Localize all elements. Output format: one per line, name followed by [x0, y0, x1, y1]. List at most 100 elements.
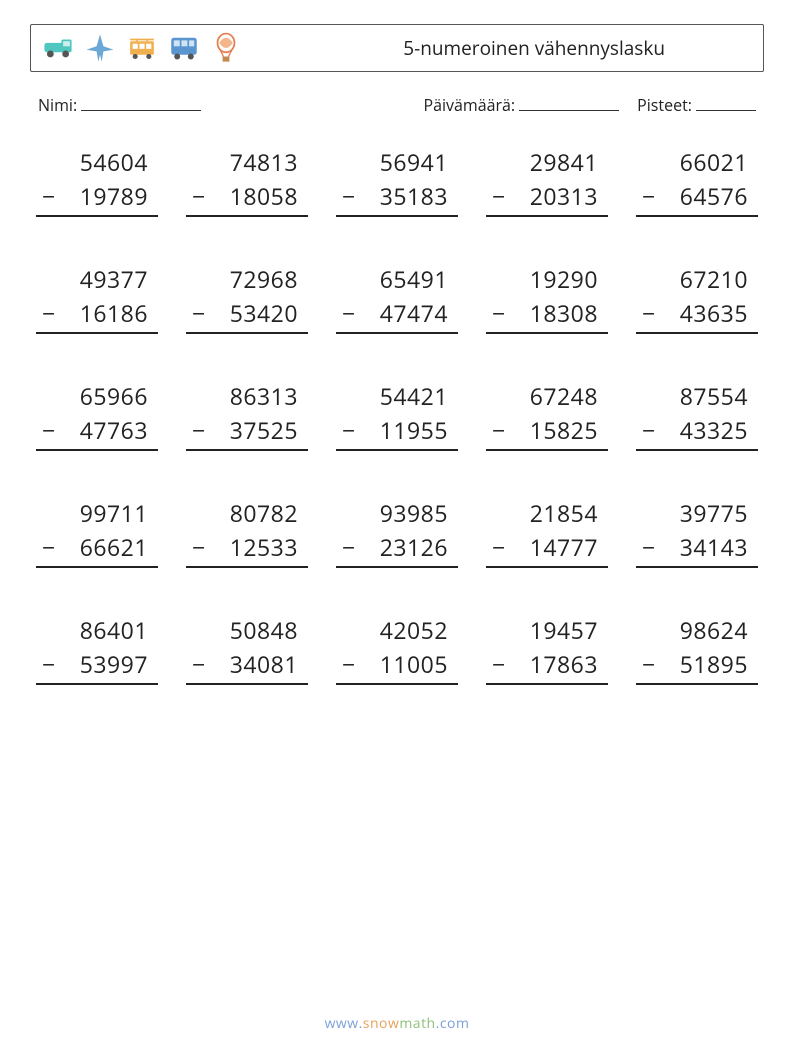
- subtrahend: −34143: [636, 531, 758, 568]
- date-line: [519, 96, 619, 111]
- minuend: 99711: [36, 497, 158, 529]
- problem: 19457−17863: [486, 614, 608, 685]
- subtrahend: −47474: [336, 297, 458, 334]
- name-line: [81, 96, 201, 111]
- operator: −: [42, 531, 56, 563]
- minuend: 56941: [336, 146, 458, 178]
- operator: −: [492, 180, 506, 212]
- subtrahend: −11005: [336, 648, 458, 685]
- operator: −: [192, 180, 206, 212]
- problem: 87554−43325: [636, 380, 758, 451]
- balloon-icon: [209, 31, 243, 65]
- minuend: 54604: [36, 146, 158, 178]
- subtrahend: −11955: [336, 414, 458, 451]
- info-row: Nimi: Päivämäärä: Pisteet:: [30, 94, 764, 116]
- minuend: 87554: [636, 380, 758, 412]
- minuend: 98624: [636, 614, 758, 646]
- minuend: 49377: [36, 263, 158, 295]
- minuend: 65491: [336, 263, 458, 295]
- operator: −: [492, 531, 506, 563]
- subtrahend: −23126: [336, 531, 458, 568]
- operator: −: [642, 531, 656, 563]
- footer: www.snowmath.com: [0, 1014, 794, 1033]
- problem: 74813−18058: [186, 146, 308, 217]
- minuend: 21854: [486, 497, 608, 529]
- subtrahend: −51895: [636, 648, 758, 685]
- operator: −: [492, 297, 506, 329]
- score-line: [696, 96, 756, 111]
- minuend: 39775: [636, 497, 758, 529]
- subtrahend: −43325: [636, 414, 758, 451]
- bus-icon: [167, 31, 201, 65]
- operator: −: [642, 297, 656, 329]
- minuend: 86401: [36, 614, 158, 646]
- header-box: 5-numeroinen vähennyslasku: [30, 24, 764, 72]
- minuend: 67210: [636, 263, 758, 295]
- minuend: 50848: [186, 614, 308, 646]
- problem: 67248−15825: [486, 380, 608, 451]
- problem: 93985−23126: [336, 497, 458, 568]
- minuend: 19290: [486, 263, 608, 295]
- date-label: Päivämäärä:: [423, 94, 515, 116]
- subtrahend: −43635: [636, 297, 758, 334]
- minuend: 42052: [336, 614, 458, 646]
- worksheet-title: 5-numeroinen vähennyslasku: [403, 35, 665, 61]
- minuend: 66021: [636, 146, 758, 178]
- plane-icon: [83, 31, 117, 65]
- operator: −: [342, 414, 356, 446]
- operator: −: [192, 648, 206, 680]
- operator: −: [492, 414, 506, 446]
- operator: −: [342, 531, 356, 563]
- subtrahend: −19789: [36, 180, 158, 217]
- operator: −: [192, 531, 206, 563]
- minuend: 80782: [186, 497, 308, 529]
- subtrahend: −16186: [36, 297, 158, 334]
- subtrahend: −37525: [186, 414, 308, 451]
- problem: 56941−35183: [336, 146, 458, 217]
- problem: 50848−34081: [186, 614, 308, 685]
- problem: 98624−51895: [636, 614, 758, 685]
- minuend: 54421: [336, 380, 458, 412]
- problem: 72968−53420: [186, 263, 308, 334]
- operator: −: [342, 648, 356, 680]
- operator: −: [642, 414, 656, 446]
- subtrahend: −66621: [36, 531, 158, 568]
- minuend: 74813: [186, 146, 308, 178]
- problem: 49377−16186: [36, 263, 158, 334]
- problem: 80782−12533: [186, 497, 308, 568]
- problem: 86313−37525: [186, 380, 308, 451]
- minuend: 65966: [36, 380, 158, 412]
- subtrahend: −64576: [636, 180, 758, 217]
- subtrahend: −53420: [186, 297, 308, 334]
- problem: 19290−18308: [486, 263, 608, 334]
- operator: −: [642, 180, 656, 212]
- problem: 65491−47474: [336, 263, 458, 334]
- score-label: Pisteet:: [637, 94, 692, 116]
- minuend: 93985: [336, 497, 458, 529]
- subtrahend: −18308: [486, 297, 608, 334]
- operator: −: [42, 414, 56, 446]
- problem: 67210−43635: [636, 263, 758, 334]
- minuend: 67248: [486, 380, 608, 412]
- operator: −: [192, 297, 206, 329]
- minuend: 86313: [186, 380, 308, 412]
- problem: 54604−19789: [36, 146, 158, 217]
- problem: 66021−64576: [636, 146, 758, 217]
- subtrahend: −15825: [486, 414, 608, 451]
- subtrahend: −18058: [186, 180, 308, 217]
- problem: 54421−11955: [336, 380, 458, 451]
- minuend: 19457: [486, 614, 608, 646]
- car-icon: [41, 31, 75, 65]
- problem: 99711−66621: [36, 497, 158, 568]
- operator: −: [342, 180, 356, 212]
- subtrahend: −53997: [36, 648, 158, 685]
- subtrahend: −47763: [36, 414, 158, 451]
- subtrahend: −34081: [186, 648, 308, 685]
- problem: 39775−34143: [636, 497, 758, 568]
- subtrahend: −12533: [186, 531, 308, 568]
- operator: −: [42, 180, 56, 212]
- operator: −: [492, 648, 506, 680]
- subtrahend: −14777: [486, 531, 608, 568]
- problem: 42052−11005: [336, 614, 458, 685]
- name-label: Nimi:: [38, 94, 77, 116]
